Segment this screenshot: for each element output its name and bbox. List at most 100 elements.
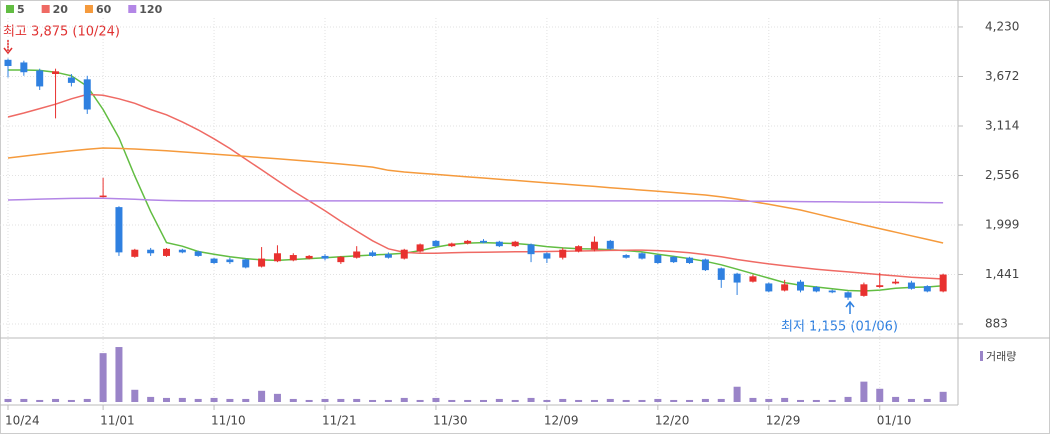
volume-bar	[606, 398, 614, 402]
volume-bar	[99, 353, 107, 402]
volume-bar	[448, 399, 456, 402]
candle-body	[590, 241, 598, 250]
volume-bar	[210, 397, 218, 402]
volume-bar	[305, 399, 313, 402]
candle-body	[20, 62, 28, 73]
candle-body	[464, 240, 472, 244]
candle-body	[115, 207, 123, 253]
y-tick-label: 2,556	[985, 168, 1019, 182]
x-tick-label: 11/30	[433, 414, 468, 428]
legend-label: 60	[96, 3, 112, 16]
volume-bar	[559, 398, 567, 402]
volume-bar	[686, 399, 694, 402]
candle-body	[733, 273, 741, 283]
candle-body	[289, 255, 297, 261]
candle-body	[923, 286, 931, 292]
candle-body	[939, 274, 947, 292]
legend-swatch	[84, 5, 93, 13]
volume-bar	[147, 396, 155, 402]
ma-line	[7, 93, 944, 280]
volume-bar	[178, 397, 186, 402]
volume-bar	[83, 398, 91, 402]
volume-bar	[400, 397, 408, 402]
volume-bar	[733, 386, 741, 402]
volume-bar	[384, 399, 392, 402]
volume-bar	[923, 398, 931, 402]
x-tick-label: 11/21	[322, 414, 357, 428]
x-tick-label: 12/29	[766, 414, 801, 428]
candle-body	[480, 240, 487, 243]
volume-bar	[432, 397, 440, 402]
candle-body	[210, 258, 218, 264]
volume-bar	[67, 399, 75, 402]
candle-body	[258, 258, 266, 267]
legend-swatch	[6, 5, 14, 13]
candle-body	[686, 257, 694, 264]
candle-body	[432, 240, 440, 247]
volume-bar	[781, 397, 789, 402]
legend-swatch	[41, 5, 50, 13]
volume-bar	[36, 399, 44, 402]
volume-bar	[464, 399, 472, 402]
x-tick-label: 11/10	[211, 414, 246, 428]
candle-body	[606, 240, 614, 249]
volume-bar	[543, 399, 551, 402]
y-tick-label: 3,672	[985, 69, 1019, 83]
candle-body	[844, 292, 852, 298]
candle-body	[797, 281, 804, 291]
candle-body	[511, 241, 519, 247]
volume-bar	[115, 347, 123, 402]
low-annotation: 최저 1,155 (01/06)	[781, 320, 898, 335]
candle-body	[321, 255, 329, 259]
volume-bar	[226, 398, 234, 402]
volume-bar	[353, 398, 361, 402]
volume-bar	[622, 399, 630, 402]
candle-body	[36, 70, 44, 87]
volume-bar	[701, 398, 709, 402]
candle-body	[369, 252, 377, 256]
volume-bar	[892, 396, 900, 402]
candle-body	[178, 249, 186, 253]
candle-body	[400, 249, 408, 259]
x-tick-label: 12/09	[544, 414, 579, 428]
volume-bar	[828, 399, 836, 402]
candle-body	[448, 243, 456, 247]
y-tick-label: 1,441	[985, 267, 1019, 281]
candle-body	[273, 253, 281, 262]
candle-body	[622, 255, 630, 258]
y-tick-label: 1,999	[985, 217, 1019, 231]
ma-line	[7, 147, 944, 244]
candle-body	[305, 255, 313, 259]
candle-body	[654, 255, 662, 264]
volume-bar	[717, 398, 725, 402]
legend-label: 120	[139, 3, 162, 16]
candle-body	[670, 256, 678, 263]
volume-bar	[20, 398, 28, 402]
volume-bar	[638, 399, 646, 402]
y-tick-label: 883	[985, 316, 1008, 330]
volume-bar	[131, 389, 139, 402]
candle-body	[575, 246, 583, 252]
volume-bar	[670, 399, 678, 402]
candle-body	[543, 253, 551, 259]
candle-body	[749, 276, 757, 282]
volume-bar	[575, 399, 583, 402]
volume-bar	[321, 398, 329, 402]
volume-bar	[369, 399, 377, 402]
candle-body	[812, 286, 820, 292]
ma-line	[7, 197, 944, 204]
candle-body	[4, 59, 12, 67]
candle-body	[876, 285, 884, 287]
legend-label: 5	[17, 3, 25, 16]
candle-body	[242, 259, 250, 268]
candle-body	[147, 249, 155, 254]
volume-bar	[273, 393, 281, 402]
volume-bar	[337, 398, 345, 402]
volume-bar	[844, 396, 852, 402]
candle-body	[559, 249, 567, 258]
candle-body	[194, 251, 202, 256]
volume-bar	[749, 397, 757, 402]
candle-body	[131, 249, 139, 257]
